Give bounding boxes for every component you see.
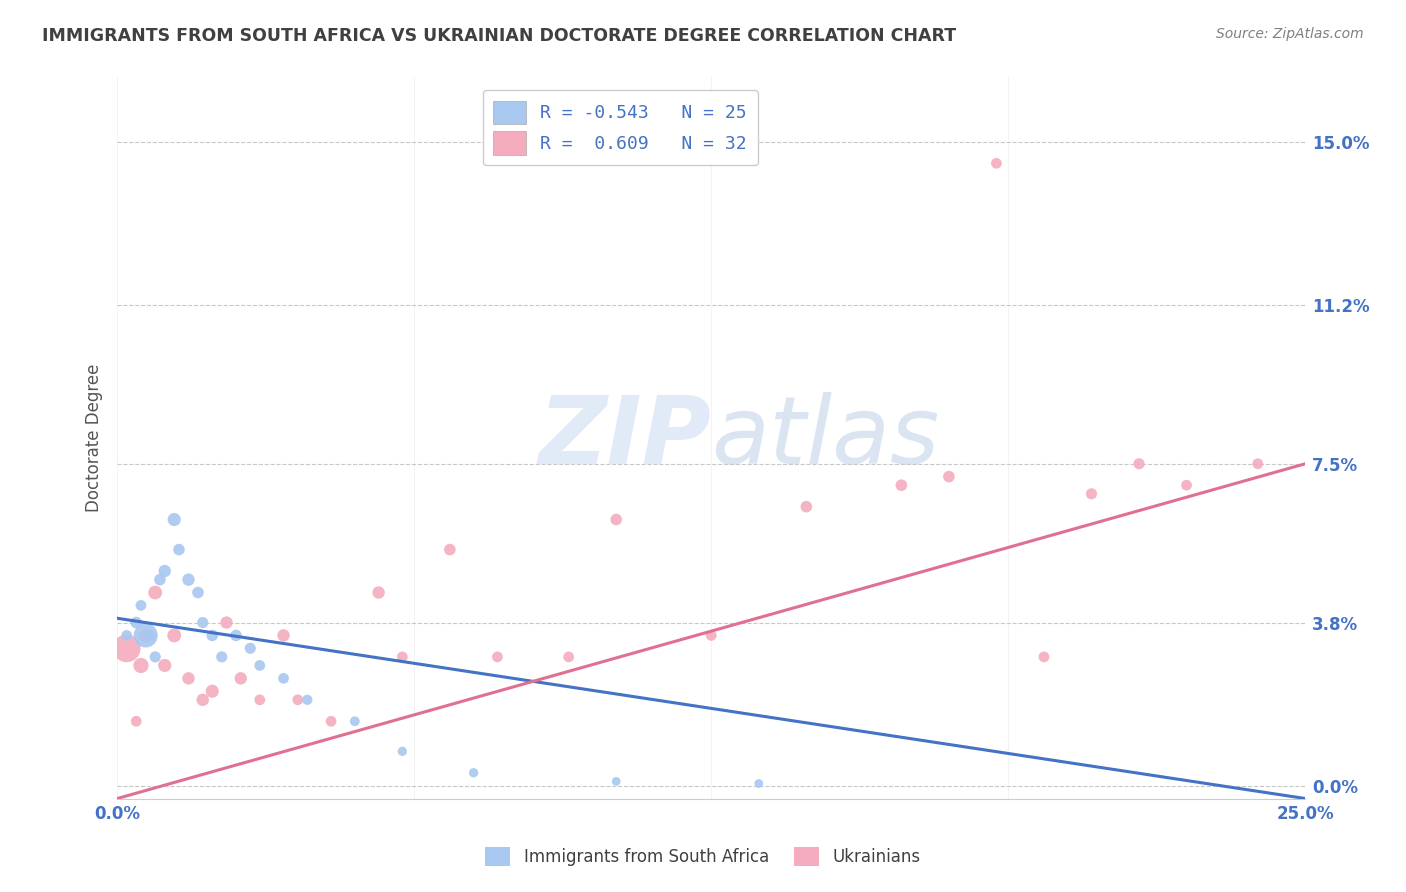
Point: [1080, 487, 1102, 501]
Point: [391, 649, 413, 664]
Legend: R = -0.543   N = 25, R =  0.609   N = 32: R = -0.543 N = 25, R = 0.609 N = 32: [482, 90, 758, 165]
Point: [239, 641, 262, 656]
Point: [153, 564, 176, 578]
Point: [557, 649, 579, 664]
Point: [273, 671, 295, 685]
Point: [700, 628, 723, 642]
Point: [163, 512, 186, 526]
Point: [167, 542, 190, 557]
Point: [191, 693, 214, 707]
Point: [129, 658, 152, 673]
Point: [225, 628, 247, 642]
Point: [319, 714, 342, 729]
Text: atlas: atlas: [711, 392, 939, 483]
Point: [115, 641, 138, 656]
Point: [748, 776, 770, 790]
Point: [201, 684, 224, 698]
Point: [605, 512, 627, 526]
Point: [139, 628, 162, 642]
Point: [1128, 457, 1150, 471]
Point: [367, 585, 389, 599]
Point: [191, 615, 214, 630]
Point: [115, 628, 138, 642]
Point: [125, 714, 148, 729]
Point: [143, 585, 166, 599]
Point: [1247, 457, 1270, 471]
Point: [129, 599, 152, 613]
Point: [135, 628, 157, 642]
Point: [153, 658, 176, 673]
Point: [486, 649, 509, 664]
Y-axis label: Doctorate Degree: Doctorate Degree: [86, 364, 103, 512]
Legend: Immigrants from South Africa, Ukrainians: Immigrants from South Africa, Ukrainians: [477, 838, 929, 875]
Point: [177, 671, 200, 685]
Point: [249, 693, 271, 707]
Point: [163, 628, 186, 642]
Point: [1175, 478, 1198, 492]
Point: [211, 649, 233, 664]
Point: [287, 693, 309, 707]
Point: [938, 469, 960, 483]
Point: [249, 658, 271, 673]
Point: [1032, 649, 1054, 664]
Text: ZIP: ZIP: [538, 392, 711, 484]
Point: [229, 671, 252, 685]
Point: [986, 156, 1008, 170]
Point: [890, 478, 912, 492]
Point: [135, 628, 157, 642]
Point: [177, 573, 200, 587]
Point: [463, 765, 485, 780]
Point: [273, 628, 295, 642]
Point: [187, 585, 209, 599]
Point: [391, 744, 413, 758]
Point: [297, 693, 319, 707]
Point: [149, 573, 172, 587]
Text: IMMIGRANTS FROM SOUTH AFRICA VS UKRAINIAN DOCTORATE DEGREE CORRELATION CHART: IMMIGRANTS FROM SOUTH AFRICA VS UKRAINIA…: [42, 27, 956, 45]
Text: Source: ZipAtlas.com: Source: ZipAtlas.com: [1216, 27, 1364, 41]
Point: [439, 542, 461, 557]
Point: [343, 714, 366, 729]
Point: [125, 615, 148, 630]
Point: [605, 774, 627, 789]
Point: [215, 615, 238, 630]
Point: [201, 628, 224, 642]
Point: [794, 500, 817, 514]
Point: [143, 649, 166, 664]
